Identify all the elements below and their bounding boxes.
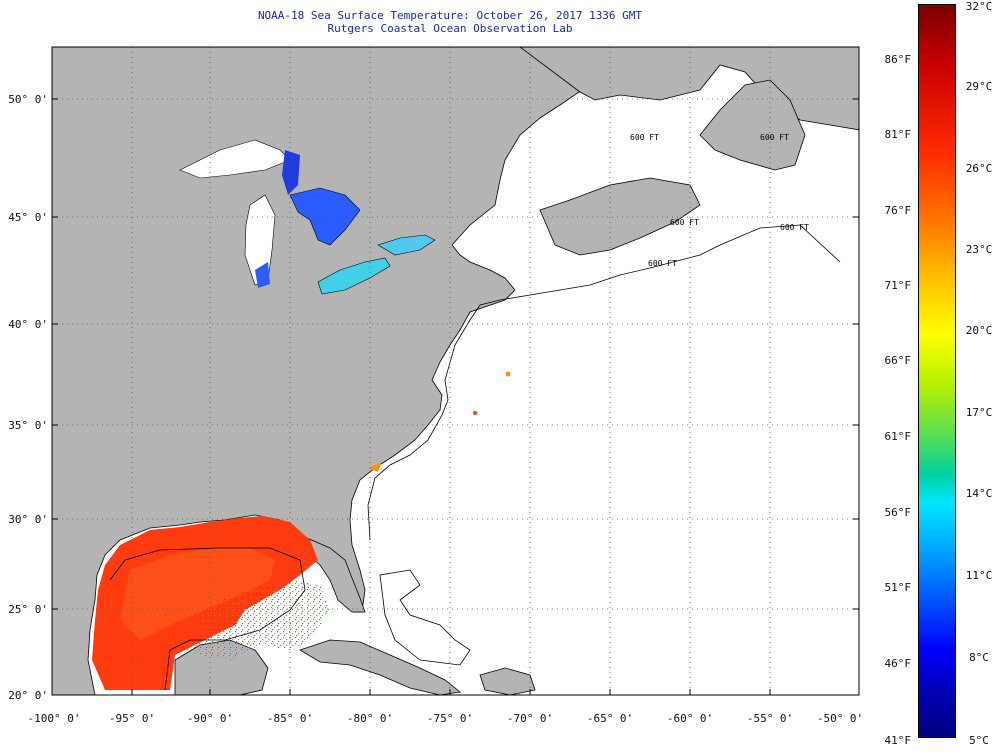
lon-label: -55° 0' xyxy=(746,712,794,725)
lon-label: -50° 0' xyxy=(816,712,864,725)
temperature-colorbar xyxy=(918,4,956,738)
warm-spot xyxy=(368,462,382,472)
contour-label: 600 FT xyxy=(648,259,677,268)
map-frame xyxy=(51,46,860,696)
lon-label: -65° 0' xyxy=(586,712,634,725)
lake-michigan-cool-edge xyxy=(255,262,270,288)
lon-label: -75° 0' xyxy=(426,712,474,725)
lon-label: -95° 0' xyxy=(108,712,156,725)
lat-label: 35° 0' xyxy=(8,419,48,432)
colorbar-c-label: 11°C xyxy=(965,569,993,582)
bahamas-contour xyxy=(379,569,471,666)
shelf-contour-line xyxy=(469,224,841,321)
cuba-land xyxy=(299,639,461,695)
florida-land xyxy=(299,534,366,613)
warm-spot xyxy=(505,371,511,377)
axis-ticks xyxy=(52,98,859,695)
lon-label: -85° 0' xyxy=(266,712,314,725)
lon-label: -70° 0' xyxy=(506,712,554,725)
hispaniola-land xyxy=(479,667,536,695)
quebec-land xyxy=(519,47,859,131)
lon-label: -60° 0' xyxy=(666,712,714,725)
colorbar-c-label: 17°C xyxy=(965,406,993,419)
lat-label: 45° 0' xyxy=(8,211,48,224)
colorbar-c-label: 23°C xyxy=(965,243,993,256)
contour-label: 600 FT xyxy=(780,223,809,232)
lat-label: 30° 0' xyxy=(8,513,48,526)
colorbar-f-label: 51°F xyxy=(884,581,912,594)
contour-label: 600 FT xyxy=(760,133,789,142)
colorbar-c-label: 14°C xyxy=(965,487,993,500)
colorbar-c-label: 20°C xyxy=(965,324,993,337)
colorbar-f-label: 61°F xyxy=(884,430,912,443)
north-america-land xyxy=(52,47,641,695)
map-subtitle: Rutgers Coastal Ocean Observation Lab xyxy=(327,22,573,35)
lake-huron xyxy=(289,187,361,246)
colorbar-c-label: 5°C xyxy=(969,734,989,747)
map-title: NOAA-18 Sea Surface Temperature: October… xyxy=(257,9,643,22)
shelf-contour-line-south xyxy=(367,319,471,541)
lon-grid-lines xyxy=(131,47,771,695)
warm-spot xyxy=(473,411,477,415)
gulf-contour-line xyxy=(109,547,306,691)
colorbar-c-label: 29°C xyxy=(965,80,993,93)
lake-erie xyxy=(317,257,391,295)
lat-label: 25° 0' xyxy=(8,603,48,616)
lon-label: -90° 0' xyxy=(186,712,234,725)
colorbar-f-label: 86°F xyxy=(884,53,912,66)
maritimes-land xyxy=(539,177,701,256)
colorbar-c-label: 32°C xyxy=(965,0,993,13)
colorbar-c-label: 26°C xyxy=(965,162,993,175)
lat-label: 40° 0' xyxy=(8,318,48,331)
lon-label: -100° 0' xyxy=(27,712,81,725)
gulf-warm-core xyxy=(120,548,275,640)
newfoundland-land xyxy=(699,79,806,171)
lake-ontario xyxy=(377,234,436,256)
lat-label: 20° 0' xyxy=(8,689,48,702)
colorbar-f-label: 71°F xyxy=(884,279,912,292)
colorbar-f-label: 81°F xyxy=(884,128,912,141)
colorbar-f-label: 56°F xyxy=(884,506,912,519)
lat-label: 50° 0' xyxy=(8,93,48,106)
colorbar-f-label: 76°F xyxy=(884,204,912,217)
lon-label: -80° 0' xyxy=(346,712,394,725)
contour-label: 600 FT xyxy=(630,133,659,142)
contour-label: 600 FT xyxy=(670,218,699,227)
colorbar-f-label: 46°F xyxy=(884,657,912,670)
colorbar-f-label: 41°F xyxy=(884,734,912,747)
colorbar-c-label: 8°C xyxy=(969,651,989,664)
georgian-bay xyxy=(282,150,300,195)
colorbar-f-label: 66°F xyxy=(884,354,912,367)
